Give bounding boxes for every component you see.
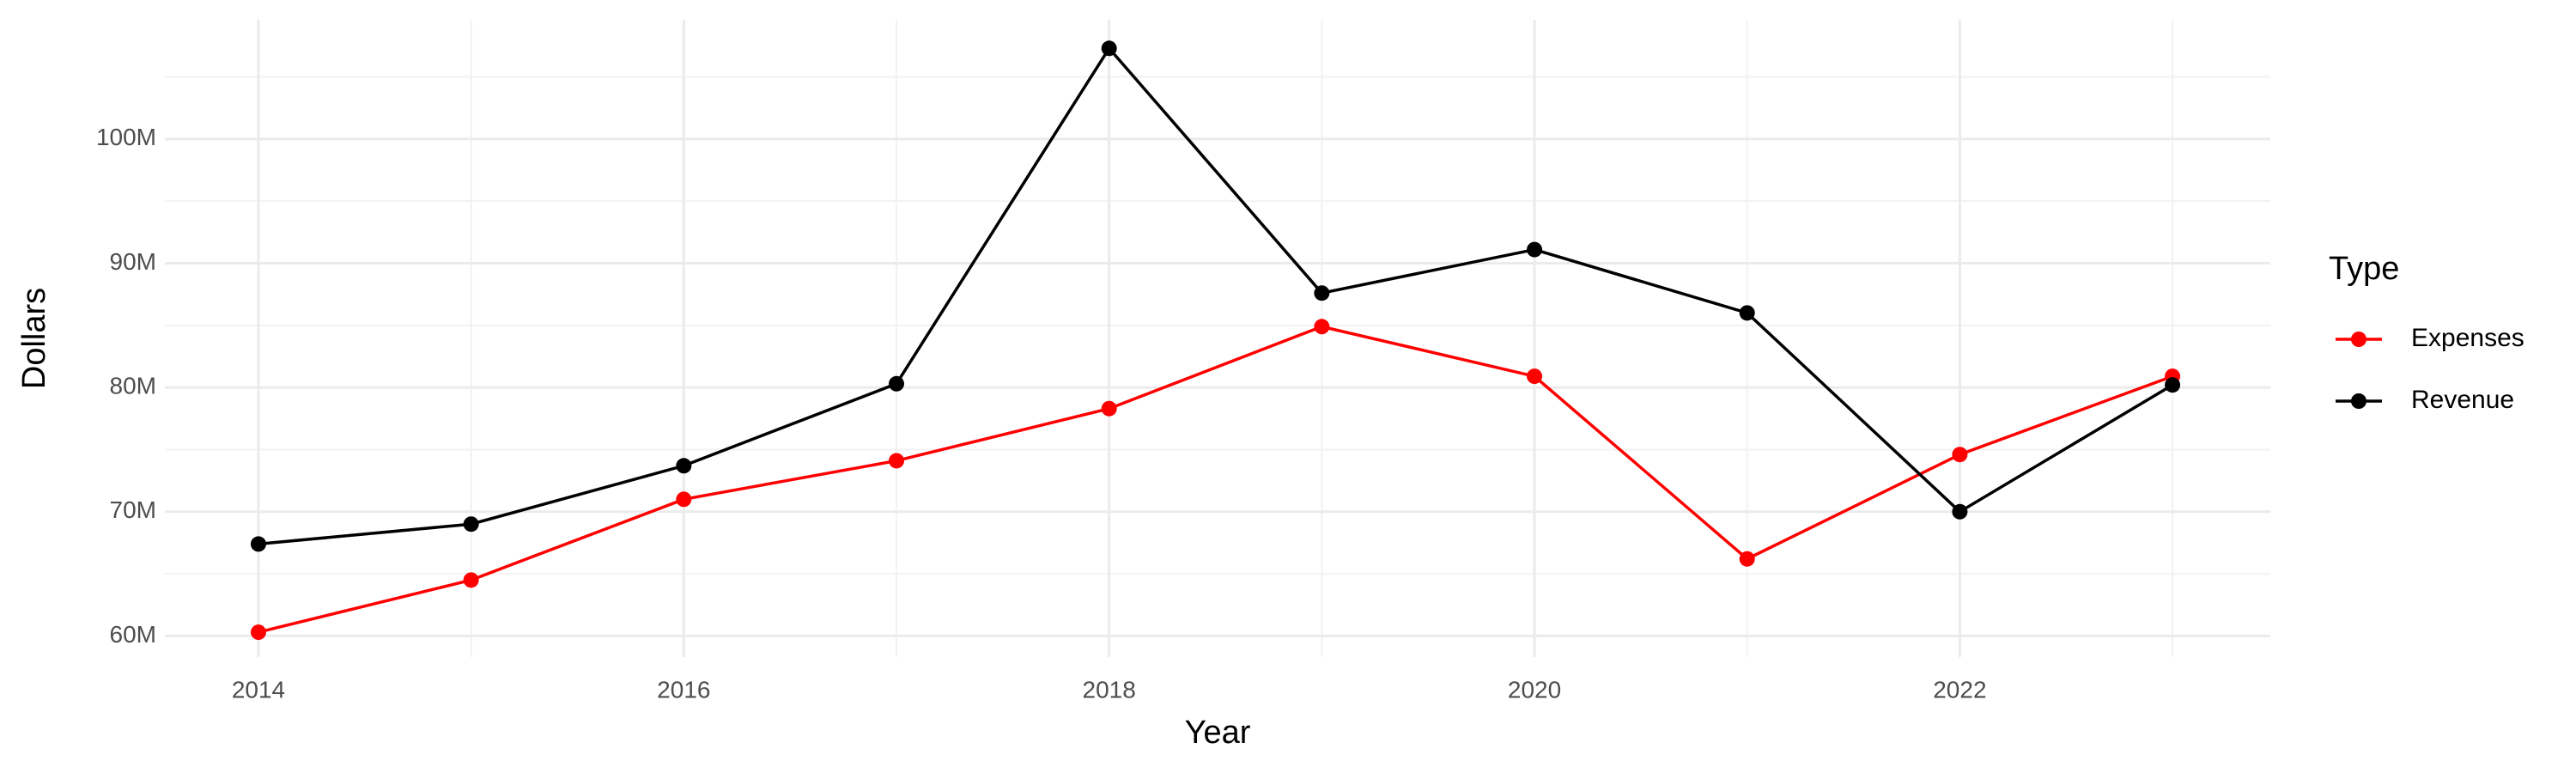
series-line: [258, 46, 2173, 546]
series-line: [258, 325, 2173, 634]
legend-title: Type: [2329, 251, 2399, 287]
point: [1952, 447, 1968, 463]
point: [1101, 400, 1117, 417]
y-tick-label: 100M: [96, 124, 156, 150]
x-tick-label: 2020: [1508, 676, 1561, 703]
point: [676, 458, 692, 474]
point: [1952, 503, 1968, 520]
point: [463, 572, 479, 588]
point: [250, 536, 266, 552]
x-tick-label: 2018: [1083, 676, 1136, 703]
x-tick-label: 2022: [1933, 676, 1986, 703]
point: [2165, 377, 2181, 393]
point: [1527, 368, 1543, 385]
y-tick-label: 90M: [110, 248, 156, 275]
legend-key-point: [2351, 332, 2366, 347]
point: [676, 491, 692, 508]
point: [1314, 319, 1330, 335]
y-tick-label: 80M: [110, 373, 156, 399]
legend-label: Expenses: [2411, 324, 2524, 352]
point: [463, 516, 479, 533]
legend-label: Revenue: [2411, 386, 2514, 414]
point: [889, 375, 905, 392]
point: [1739, 305, 1755, 321]
point: [1739, 551, 1755, 567]
y-tick-label: 70M: [110, 496, 156, 523]
x-tick-label: 2014: [232, 676, 285, 703]
y-axis-title: Dollars: [16, 288, 52, 389]
point: [1314, 285, 1330, 301]
point: [250, 624, 266, 641]
point: [1101, 40, 1117, 57]
y-tick-label: 60M: [110, 621, 156, 648]
x-tick-label: 2016: [657, 676, 710, 703]
point: [889, 453, 905, 469]
legend-key-point: [2351, 393, 2366, 409]
x-axis-title: Year: [1185, 715, 1251, 751]
point: [1527, 241, 1543, 258]
